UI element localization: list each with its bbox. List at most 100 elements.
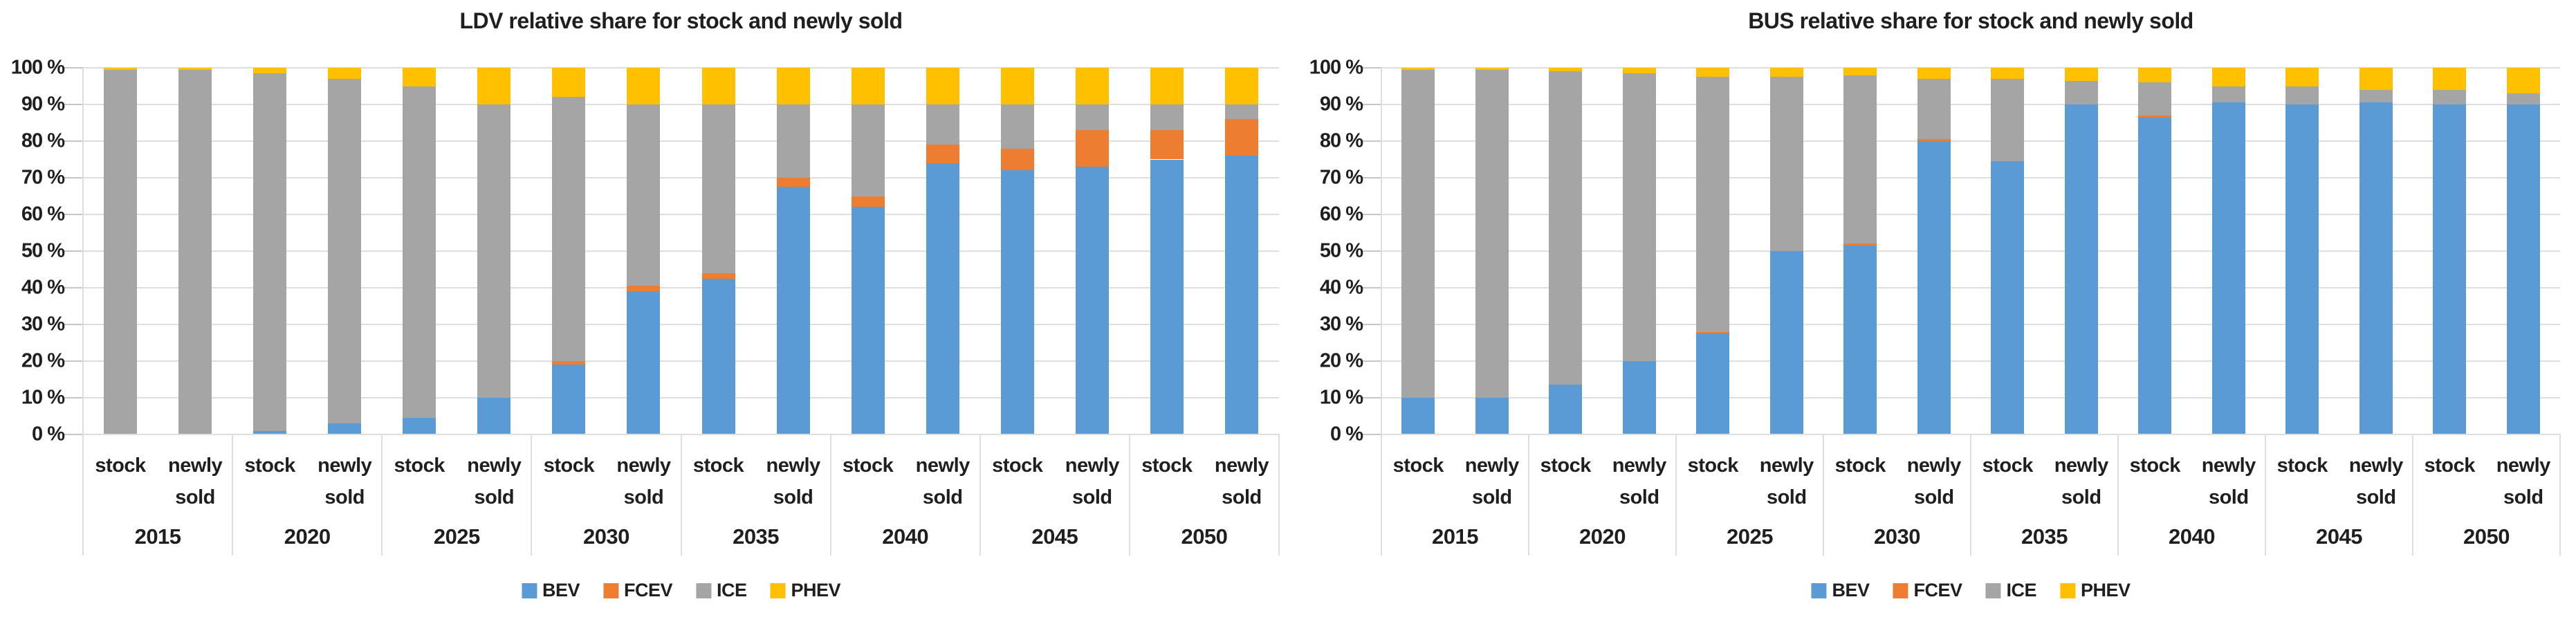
bar-segment-ice <box>2138 82 2172 116</box>
y-axis-label: 10 % <box>21 386 65 409</box>
year-label: 2045 <box>2316 524 2362 549</box>
bar-segment-bev <box>1475 398 1509 434</box>
year-group-divider <box>232 434 234 556</box>
bar-segment-ice <box>1150 104 1184 131</box>
y-axis-tick <box>64 287 83 288</box>
bar-segment-bev <box>403 418 436 434</box>
bar-segment-fcev <box>552 361 586 365</box>
bar-segment-bev <box>2433 104 2467 434</box>
y-axis-tick <box>64 434 83 435</box>
bar-segment-bev <box>1075 167 1109 434</box>
bar-segment-ice <box>851 104 885 196</box>
gridline <box>1381 324 2560 325</box>
bar-segment-phev <box>1150 68 1184 104</box>
y-axis-label: 20 % <box>1319 349 1363 372</box>
bar-segment-bev <box>2138 117 2172 434</box>
bar-segment-ice <box>2064 80 2098 104</box>
bar-segment-ice <box>477 104 511 398</box>
y-axis-tick <box>1362 324 1381 325</box>
gridline <box>83 104 1279 105</box>
bar-segment-ice <box>1843 75 1877 244</box>
bar-segment-fcev <box>1917 139 1951 141</box>
legend-item-phev: PHEV <box>2060 580 2131 601</box>
gridline <box>1381 360 2560 362</box>
bar-segment-bev <box>2359 102 2393 434</box>
year-group-divider <box>1675 434 1677 556</box>
y-axis-label: 50 % <box>21 239 65 262</box>
bar-segment-bev <box>1401 398 1435 434</box>
bar-segment-ice <box>1622 73 1656 361</box>
gridline <box>1381 250 2560 252</box>
bar-segment-ice <box>1696 77 1730 332</box>
bar-segment-bev <box>477 398 511 434</box>
bar-segment-ice <box>178 69 212 434</box>
bar-segment-bev <box>701 278 735 434</box>
bar-segment-phev <box>552 68 586 98</box>
year-label: 2030 <box>582 524 629 549</box>
year-group-divider <box>680 434 682 556</box>
bus-chart-title: BUS relative share for stock and newly s… <box>1748 8 2193 33</box>
legend-swatch-bev-icon <box>521 582 537 598</box>
legend-item-bev: BEV <box>521 580 580 601</box>
year-label: 2020 <box>1579 524 1626 549</box>
bar-segment-bev <box>2064 104 2098 434</box>
bar-segment-ice <box>1224 104 1258 120</box>
bar-segment-ice <box>104 69 138 434</box>
category-label: stock <box>1540 455 1592 477</box>
y-axis-label: 100 % <box>1309 56 1363 79</box>
bar-segment-ice <box>1475 69 1509 398</box>
bar-segment-phev <box>851 68 885 104</box>
category-label: stock <box>1982 455 2034 477</box>
bar-segment-fcev <box>851 196 885 208</box>
category-label: stock <box>1141 455 1193 477</box>
legend-item-ice: ICE <box>1985 580 2037 601</box>
y-axis-tick <box>64 397 83 398</box>
bar-segment-phev <box>926 68 959 104</box>
y-axis-label: 30 % <box>21 313 65 336</box>
bar-segment-ice <box>2359 89 2393 103</box>
y-axis-label: 70 % <box>1319 166 1363 189</box>
year-group-divider <box>381 434 383 556</box>
category-label: stock <box>2129 455 2181 477</box>
y-axis-tick <box>64 67 83 68</box>
category-label: stock <box>2276 455 2328 477</box>
legend-item-bev: BEV <box>1811 580 1870 601</box>
bar-segment-ice <box>253 73 287 431</box>
category-label: newly sold <box>318 455 372 508</box>
bar-segment-phev <box>1401 68 1435 70</box>
bar-segment-ice <box>328 78 362 424</box>
category-label: newly sold <box>2496 455 2551 508</box>
gridline <box>1381 104 2560 105</box>
category-label: stock <box>1687 455 1739 477</box>
y-axis-tick <box>64 104 83 105</box>
y-axis-label: 10 % <box>1319 386 1363 409</box>
bar-segment-ice <box>403 86 436 419</box>
bar-segment-fcev <box>1696 331 1730 334</box>
bar-segment-phev <box>1769 68 1803 77</box>
bar-segment-bev <box>1150 159 1184 434</box>
category-label: newly sold <box>467 455 522 508</box>
bar-segment-ice <box>2506 93 2540 104</box>
gridline <box>83 324 1279 325</box>
y-axis-tick <box>1362 287 1381 288</box>
legend-label: PHEV <box>2081 580 2131 600</box>
y-axis-label: 0 % <box>1330 423 1363 446</box>
year-label: 2050 <box>1181 524 1228 549</box>
year-group-divider <box>2117 434 2119 556</box>
bar-segment-phev <box>2506 68 2540 94</box>
y-axis-tick <box>1362 250 1381 252</box>
gridline <box>1381 397 2560 398</box>
y-axis-tick <box>1362 67 1381 68</box>
legend-label: ICE <box>2006 580 2037 600</box>
year-group-divider <box>1381 434 1382 556</box>
bar-segment-bev <box>1549 385 1583 434</box>
legend-swatch-fcev-icon <box>602 582 618 598</box>
category-label: newly sold <box>2054 455 2109 508</box>
bar-segment-phev <box>403 68 436 86</box>
bar-segment-bev <box>1917 141 1951 434</box>
y-axis-label: 20 % <box>21 349 65 372</box>
gridline <box>83 360 1279 362</box>
legend-label: BEV <box>542 580 580 600</box>
bar-segment-phev <box>253 68 287 73</box>
bar-segment-fcev <box>2138 115 2172 118</box>
